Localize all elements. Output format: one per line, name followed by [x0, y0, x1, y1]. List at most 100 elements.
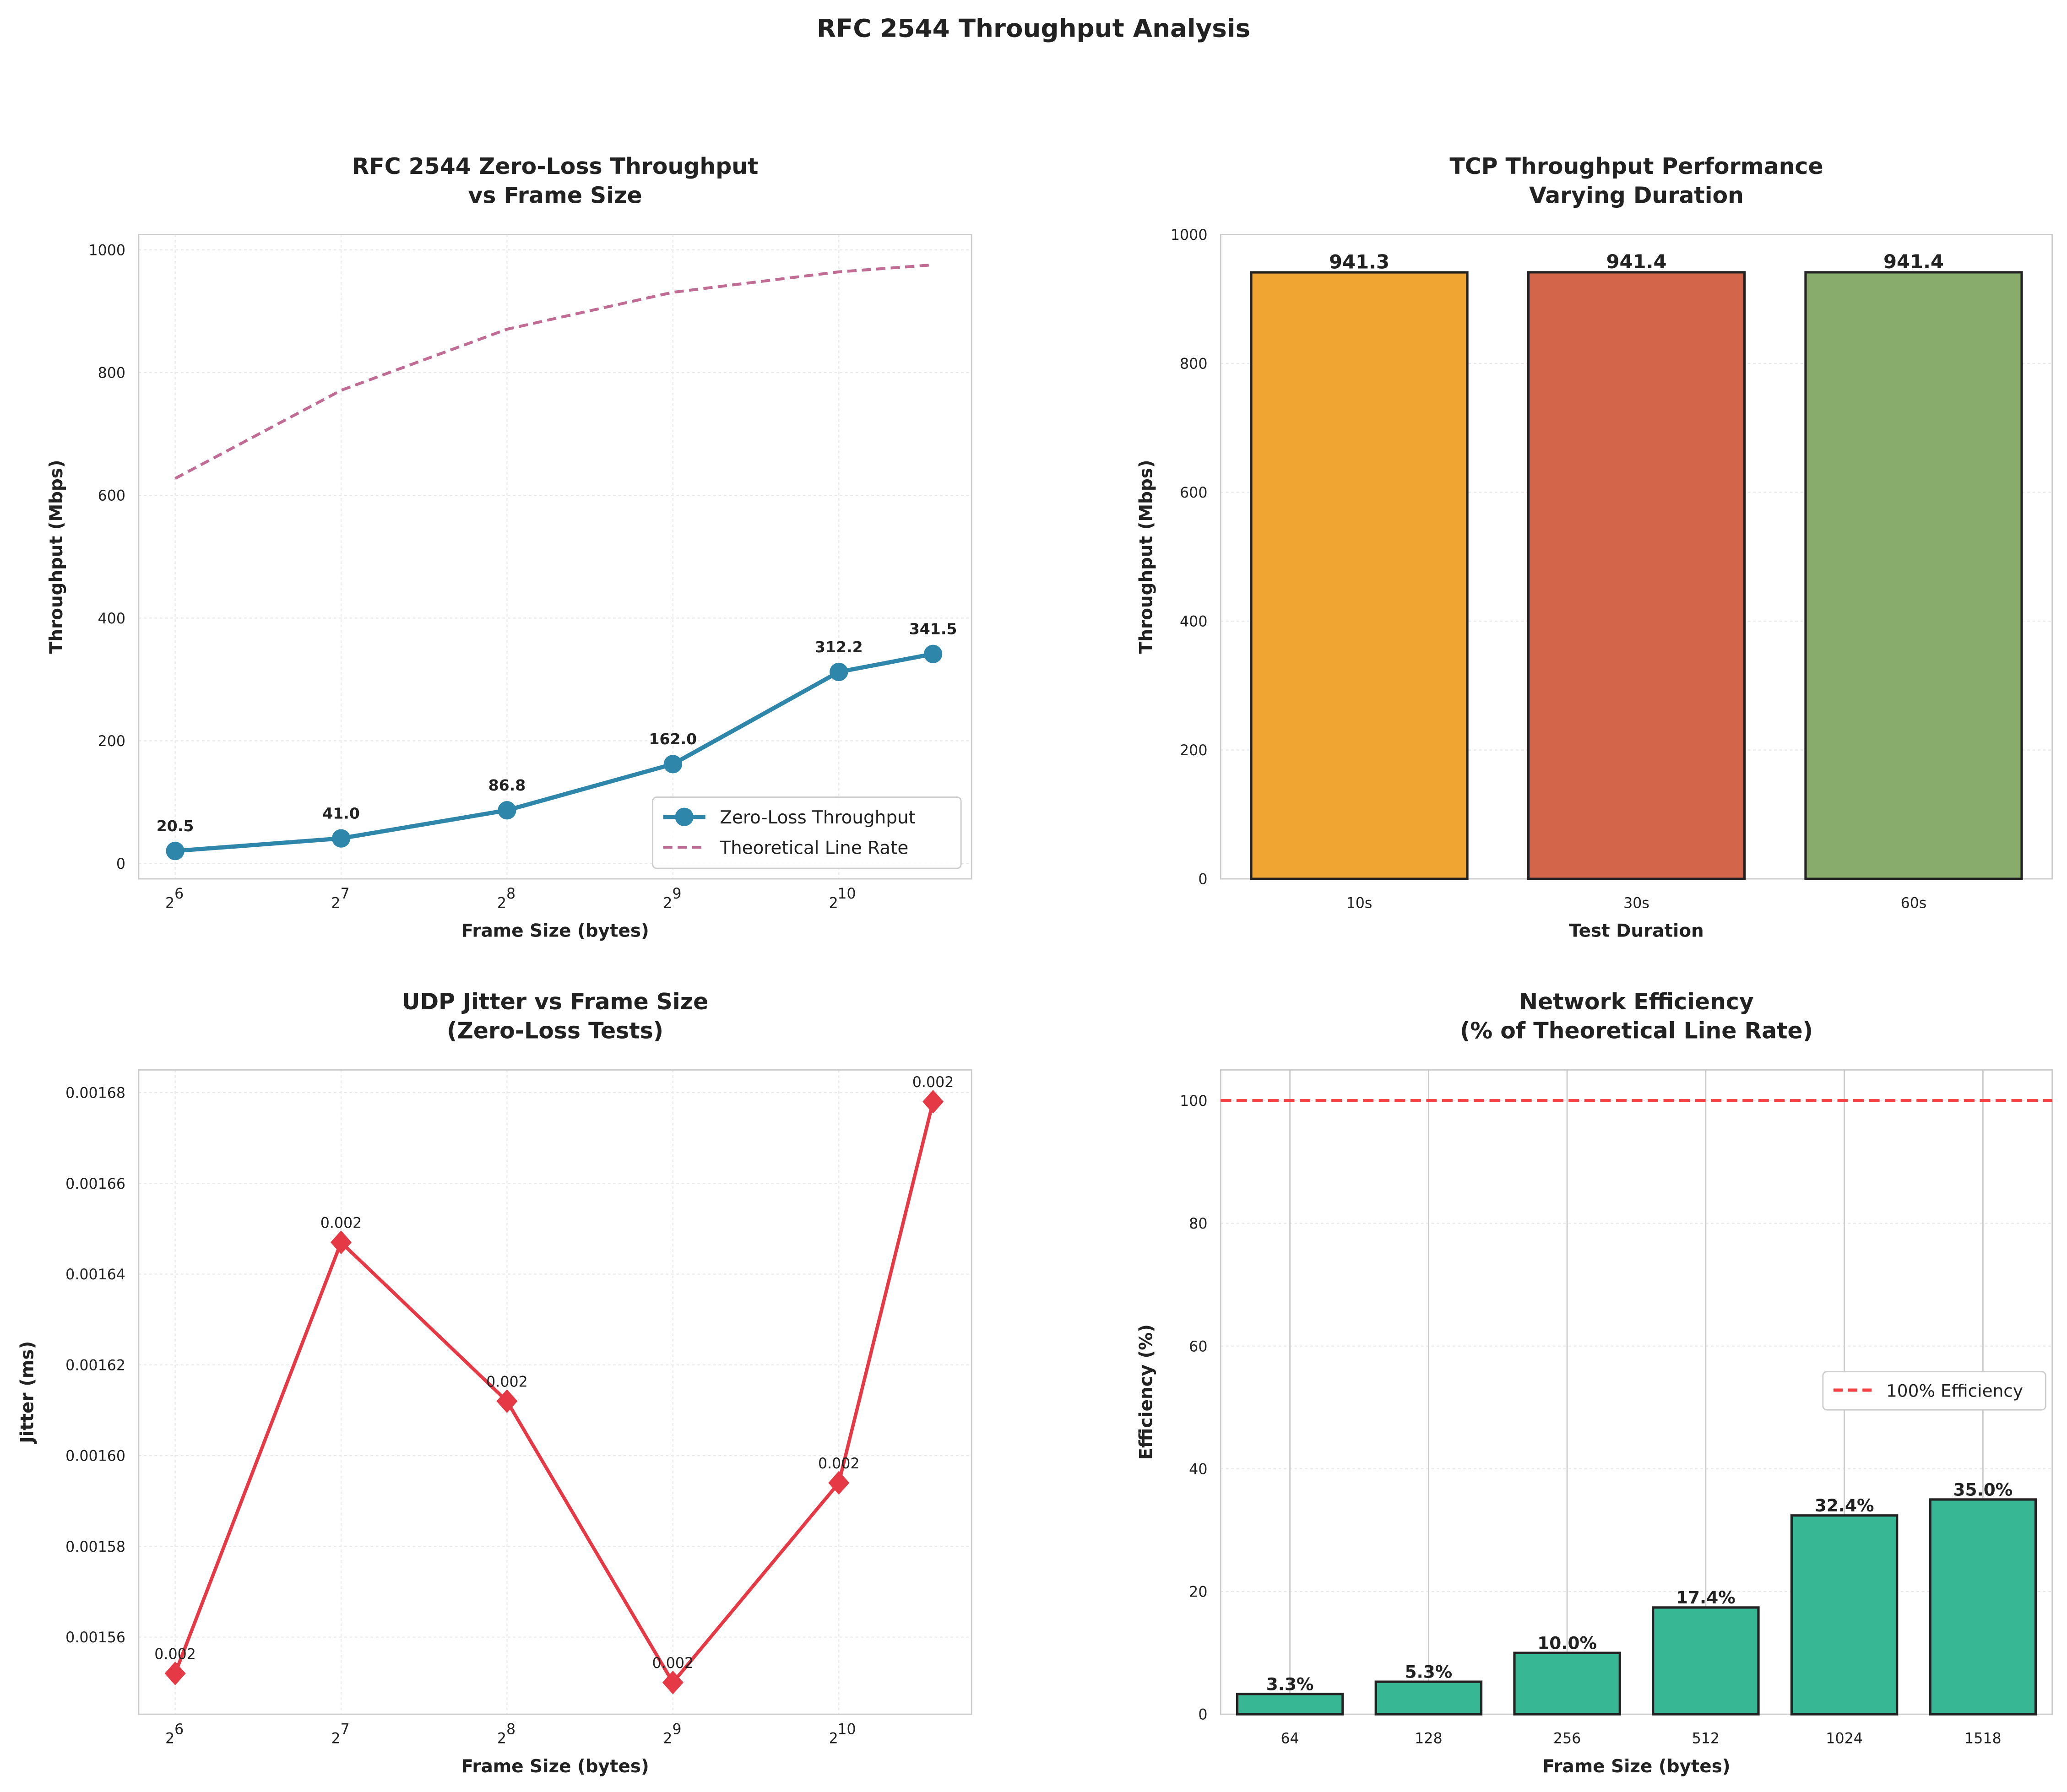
y-tick-label: 100 [1180, 1093, 1207, 1110]
data-label: 0.002 [320, 1215, 362, 1232]
x-tick-exponent: 6 [174, 1721, 184, 1738]
bar-value-label: 35.0% [1953, 1479, 2013, 1500]
bar [1652, 1606, 1760, 1716]
series-line [174, 1101, 935, 1686]
y-tick-label: 0.00156 [65, 1630, 125, 1646]
data-point [164, 1662, 186, 1685]
data-point [498, 801, 516, 820]
x-tick-label: 64 [1280, 1730, 1299, 1747]
y-tick-label: 400 [98, 611, 125, 627]
x-tick-label: 2 [663, 895, 672, 911]
y-tick-label: 600 [1180, 485, 1207, 501]
bar-value-label: 10.0% [1537, 1633, 1597, 1653]
series-line [175, 652, 933, 853]
bar-value-label: 941.4 [1606, 250, 1666, 273]
figure-title: RFC 2544 Throughput Analysis [817, 14, 1250, 43]
x-tick-label: 2 [165, 895, 174, 911]
data-point [828, 1471, 850, 1495]
legend: 100% Efficiency [1822, 1371, 2046, 1411]
x-tick-exponent: 10 [837, 886, 856, 902]
y-tick-label: 0.00158 [65, 1539, 125, 1555]
legend: Zero-Loss Throughput Theoretical Line Rat… [652, 796, 962, 869]
data-label: 41.0 [322, 804, 360, 822]
data-point [330, 1230, 352, 1255]
data-point [662, 1670, 684, 1695]
subplot-1: RFC 2544 Zero-Loss Throughput vs Frame Si… [46, 153, 972, 942]
data-label: 341.5 [909, 620, 957, 638]
y-axis-label: Throughput (Mbps) [46, 460, 67, 654]
x-tick-label: 2 [829, 895, 838, 911]
y-tick-label: 20 [1189, 1584, 1207, 1601]
axes-frame [1220, 1069, 2053, 1715]
data-label: 0.002 [154, 1646, 196, 1662]
subplot-title: Varying Duration [1529, 182, 1744, 208]
y-tick-label: 0.00162 [65, 1357, 125, 1374]
x-tick-label: 30s [1623, 895, 1649, 911]
axes-frame [138, 1069, 972, 1715]
y-tick-label: 0 [1198, 872, 1207, 888]
bar [1374, 1680, 1483, 1716]
x-tick-label: 2 [829, 1730, 838, 1747]
x-tick-exponent: 9 [672, 886, 681, 902]
subplot-title: Network Efficiency [1519, 989, 1754, 1015]
y-axis-label: Jitter (ms) [17, 1341, 38, 1445]
y-tick-label: 40 [1189, 1461, 1207, 1478]
x-tick-label: 2 [165, 1730, 174, 1747]
x-tick-label: 128 [1415, 1730, 1442, 1747]
bar-value-label: 941.3 [1329, 250, 1389, 273]
y-tick-label: 60 [1189, 1338, 1207, 1355]
x-tick-label: 2 [331, 1730, 340, 1747]
x-tick-label: 2 [497, 1730, 506, 1747]
legend-label: Theoretical Line Rate [719, 838, 908, 858]
data-point [923, 644, 943, 663]
x-tick-exponent: 6 [174, 886, 184, 902]
bar-value-label: 5.3% [1405, 1662, 1453, 1682]
subplot-4: Network Efficiency (% of Theoretical Line… [1136, 989, 2053, 1777]
bar [1250, 271, 1469, 880]
x-tick-label: 2 [663, 1730, 672, 1747]
subplot-3: UDP Jitter vs Frame Size (Zero-Loss Tests… [17, 989, 972, 1777]
x-tick-label: 10s [1346, 895, 1373, 911]
y-tick-label: 400 [1180, 614, 1207, 630]
data-point [331, 829, 351, 848]
bar [1527, 271, 1746, 880]
x-tick-label: 1518 [1964, 1730, 2002, 1747]
x-tick-label: 1024 [1826, 1730, 1863, 1747]
y-tick-label: 800 [1180, 356, 1207, 372]
y-tick-label: 200 [1180, 742, 1207, 759]
y-tick-label: 80 [1189, 1216, 1207, 1232]
data-label: 0.002 [912, 1074, 954, 1091]
data-label: 0.002 [486, 1374, 528, 1390]
y-tick-label: 0.00164 [65, 1267, 125, 1283]
x-axis-label: Test Duration [1569, 921, 1704, 942]
y-tick-label: 0 [1198, 1707, 1207, 1723]
x-axis-label: Frame Size (bytes) [1542, 1756, 1730, 1777]
data-label: 86.8 [488, 776, 526, 794]
bar-value-label: 3.3% [1266, 1674, 1314, 1694]
y-tick-label: 0 [116, 856, 125, 872]
data-label: 20.5 [157, 817, 194, 835]
data-label: 0.002 [652, 1655, 694, 1672]
axes-frame [138, 233, 972, 880]
y-axis-label: Throughput (Mbps) [1136, 460, 1157, 654]
x-tick-exponent: 10 [837, 1721, 856, 1738]
subplot-title: UDP Jitter vs Frame Size [402, 989, 709, 1015]
x-tick-exponent: 7 [341, 886, 350, 902]
x-axis-label: Frame Size (bytes) [461, 1756, 649, 1777]
bar [1929, 1498, 2037, 1716]
x-tick-exponent: 8 [506, 1721, 515, 1738]
data-label: 312.2 [815, 638, 863, 656]
y-tick-label: 800 [98, 365, 125, 382]
data-label: 0.002 [818, 1456, 860, 1472]
data-point [663, 755, 683, 774]
legend-frame [652, 796, 962, 869]
legend-label: Zero-Loss Throughput [720, 807, 915, 828]
data-point [166, 841, 184, 861]
bar [1513, 1651, 1621, 1716]
y-tick-label: 0.00160 [65, 1448, 125, 1465]
x-axis-label: Frame Size (bytes) [461, 921, 649, 942]
y-tick-label: 1000 [89, 242, 126, 259]
bar [1236, 1693, 1344, 1716]
data-point [830, 662, 848, 682]
